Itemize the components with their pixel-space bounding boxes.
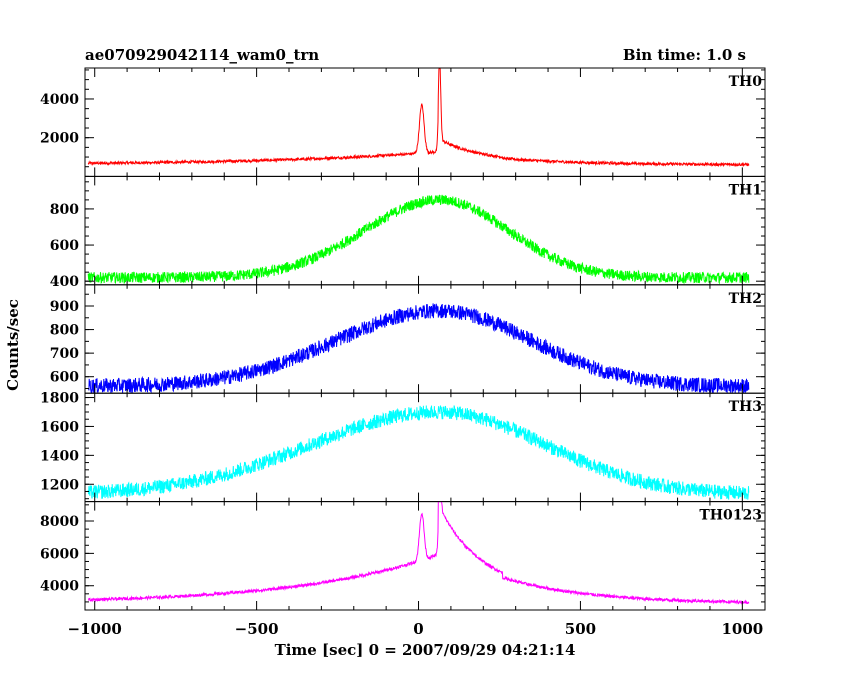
y-tick-label: 4000 [40,92,79,108]
series-line-th1 [87,194,750,285]
y-tick-label: 4000 [40,579,79,595]
panel-th0123: 4000 6000 8000 TH0123 [40,501,766,611]
panel-frame [84,67,766,177]
series-line-th2 [87,303,750,394]
x-tick-labels: −1000 −500 0 500 1000 [68,620,764,638]
panel-label-th3: TH3 [729,399,762,415]
x-tick-label: 500 [565,620,596,638]
y-tick-label: 2000 [40,131,79,147]
y-tick-label: 800 [50,202,79,218]
chart-title-right: Bin time: 1.0 s [623,46,746,64]
y-tick-label: 6000 [40,546,79,562]
x-tick-label: −1000 [68,620,122,638]
y-tick-label: 900 [50,299,79,315]
panel-frame [84,175,766,286]
chart-title-left: ae070929042114_wam0_trn [85,46,319,64]
series-line-th3 [87,405,750,500]
y-tick-label: 800 [50,323,79,339]
y-tick-label: 1400 [40,448,79,464]
panel-th1: 400 600 800 TH1 [50,175,766,290]
x-tick-label: 1000 [721,620,763,638]
x-axis-label: Time [sec] 0 = 2007/09/29 04:21:14 [275,641,576,659]
panel-th2: 600 700 800 900 TH2 [50,284,766,394]
panel-th3: 1200 1400 1600 1800 TH3 [40,391,766,503]
y-tick-label: 8000 [40,514,79,530]
panels-group: 2000 4000 TH0 400 600 800 TH1 600 700 800 900 TH2 12… [40,67,766,611]
x-tick-label: −500 [235,620,279,638]
panel-label-th1: TH1 [729,182,762,198]
y-tick-label: 1600 [40,419,79,435]
y-tick-label: 1800 [40,391,79,407]
panel-frame [84,284,766,394]
y-tick-label: 700 [50,346,79,362]
series-line-th0 [87,67,750,168]
panel-label-th2: TH2 [729,291,762,307]
y-tick-label: 1200 [40,477,79,493]
y-axis-label: Counts/sec [4,299,22,391]
panel-frame [84,501,766,611]
x-tick-label: 0 [413,620,423,638]
y-tick-label: 600 [50,370,79,386]
panel-label-th0123: TH0123 [699,508,762,524]
series-line-th0123 [87,501,750,606]
y-tick-label: 400 [50,274,79,290]
panel-th0: 2000 4000 TH0 [40,67,766,177]
panel-label-th0: TH0 [729,74,763,90]
y-tick-label: 600 [50,238,79,254]
